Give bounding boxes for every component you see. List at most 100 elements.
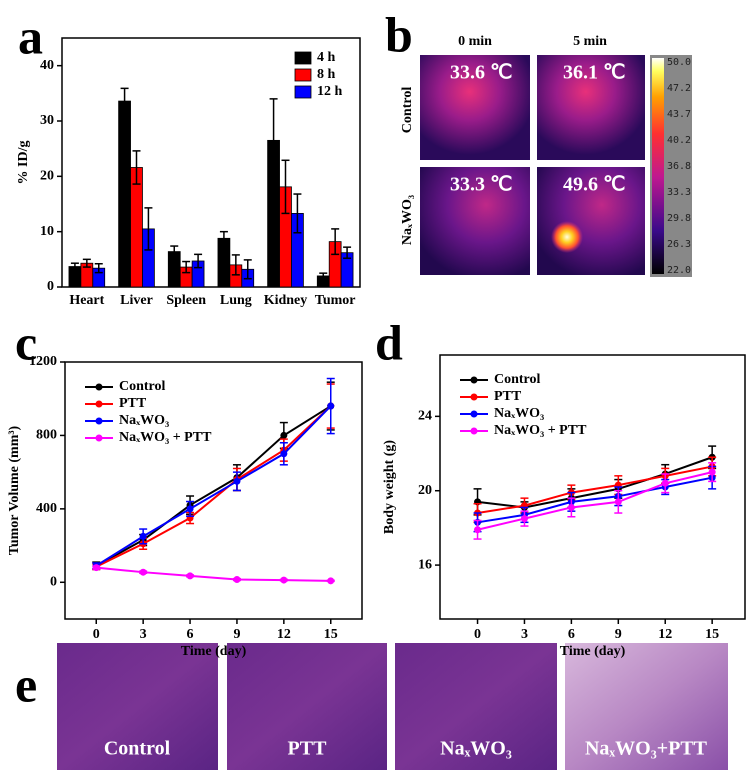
colorbar-label: 36.8 [667,161,691,172]
x-tick-label: 12 [658,627,672,642]
legend-label: NaₓWO₃ [119,413,169,428]
y-tick-label: 800 [36,428,57,443]
legend-label: 4 h [317,50,336,65]
point [186,505,194,513]
series-line [477,476,713,524]
legend-marker [95,417,103,425]
x-tick-label: Tumor [315,293,356,308]
point [280,576,288,584]
series-line [95,405,332,568]
x-tick-label: Spleen [166,293,206,308]
x-tick-label: 0 [474,627,481,642]
legend-marker [95,400,103,408]
point [139,568,147,576]
point [520,515,528,523]
x-tick-label: 12 [277,627,291,642]
point [327,577,335,585]
legend-label: Control [494,372,541,387]
thermal-image [537,167,645,275]
y-tick-label: 30 [40,113,54,128]
axes-frame [64,361,363,620]
colorbar-label: 33.3 [667,187,691,198]
colorbar-label: 43.7 [667,109,691,120]
x-tick-label: Heart [69,293,104,308]
point [474,526,482,534]
legend-swatch [294,68,312,82]
thermal-image [420,55,530,160]
thermal-panel: b 0 min 5 min Control NaₓWO₃ 33.6 ℃ 36.1… [385,6,692,277]
temperature: 33.6 ℃ [450,62,512,84]
temperature: 36.1 ℃ [563,62,625,84]
point [280,431,288,439]
legend-label: Control [119,379,166,394]
histology-image [57,643,218,770]
temperature: 33.3 ℃ [450,174,512,196]
x-axis-label: Time (day) [560,644,626,659]
panel-letter: b [385,6,413,62]
point [280,450,288,458]
thermal-image [420,167,530,275]
x-axis-label: Time (day) [181,644,247,659]
series-line [477,465,713,515]
histology-image [395,643,557,770]
column-label: 5 min [573,34,607,49]
x-tick-label: Lung [220,293,252,308]
point [567,503,575,511]
legend-marker [470,410,478,418]
point [233,477,241,485]
colorbar-label: 47.2 [667,83,691,94]
legend-label: NaₓWO₃ [494,406,544,421]
point [327,402,335,410]
histology-panel: e Control PTT NaₓWO₃ NaₓWO₃+PTT [15,643,728,770]
x-tick-label: 3 [140,627,147,642]
x-tick-label: 6 [568,627,575,642]
legend-swatch [294,85,312,99]
x-tick-label: 9 [615,627,622,642]
legend-marker [470,427,478,435]
x-tick-label: Liver [120,293,153,308]
colorbar-label: 26.3 [667,239,691,250]
y-tick-label: 10 [40,224,54,239]
legend-label: 8 h [317,67,336,82]
panel-letter: e [15,656,37,712]
point [139,532,147,540]
point [186,572,194,580]
colorbar-label: 29.8 [667,213,691,224]
y-tick-label: 40 [40,58,54,73]
panel-letter: a [18,8,43,64]
legend-marker [470,376,478,384]
image-label: Control [104,738,171,760]
y-tick-label: 0 [50,575,57,590]
image-label: NaₓWO₃+PTT [585,738,708,760]
x-tick-label: 9 [233,627,240,642]
series-line [95,405,332,567]
series-line [477,471,713,531]
x-tick-label: 15 [324,627,338,642]
y-axis-label: Body weight (g) [382,440,397,534]
x-tick-label: Kidney [264,293,308,308]
histology-image [227,643,387,770]
y-tick-label: 16 [418,557,432,572]
series-line [96,566,331,582]
y-tick-label: 20 [418,483,432,498]
image-label: NaₓWO₃ [440,738,512,760]
point [661,479,669,487]
legend-swatch [294,51,312,65]
y-tick-label: 0 [47,279,54,294]
series-line [95,405,332,567]
histology-image [565,643,728,770]
image-label: PTT [288,738,328,760]
point [614,498,622,506]
bar [118,100,131,288]
legend-label: 12 h [317,84,343,99]
column-label: 0 min [458,34,492,49]
y-tick-label: 24 [418,409,432,424]
row-label: NaₓWO₃ [400,195,415,245]
colorbar-label: 50.0 [667,57,691,68]
point [92,564,100,572]
axes-frame [439,354,746,620]
x-tick-label: 0 [93,627,100,642]
panel-letter: c [15,314,37,370]
legend-marker [95,434,103,442]
axes-frame [61,37,361,288]
